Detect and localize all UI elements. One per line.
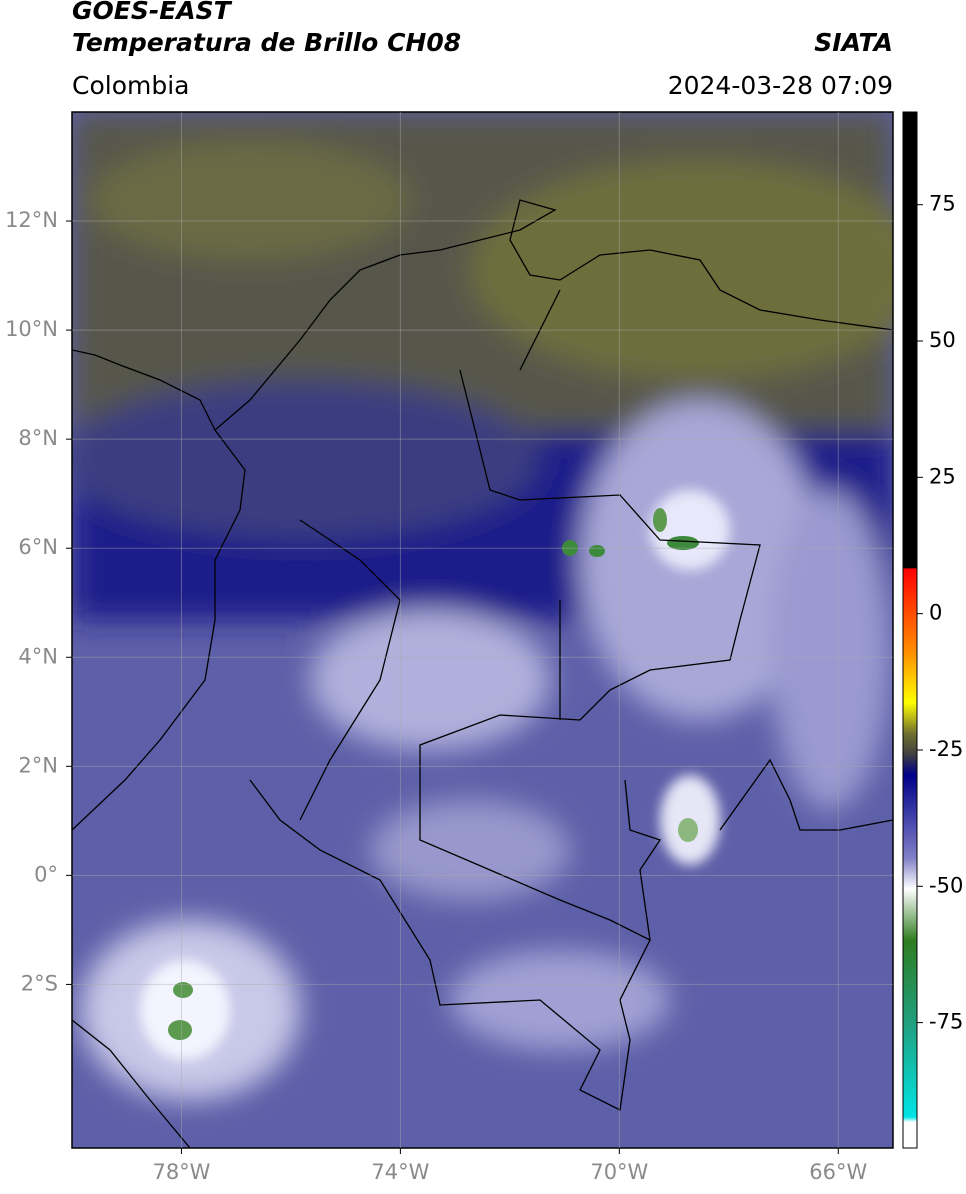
colorbar-label: -75 [929, 1010, 963, 1034]
y-tick-label: 8°N [18, 426, 58, 450]
colorbar-label: 25 [929, 464, 956, 488]
agency: SIATA [814, 28, 893, 57]
colorbar-label: 75 [929, 192, 956, 216]
colorbar-label: -25 [929, 737, 963, 761]
x-tick-label: 74°W [371, 1160, 429, 1184]
x-tick-label: 70°W [590, 1160, 648, 1184]
colorbar-label: 0 [929, 601, 942, 625]
y-tick-label: 4°N [18, 644, 58, 668]
map-frame [71, 111, 894, 1149]
y-tick-label: 12°N [5, 208, 58, 232]
y-tick-label: 2°N [18, 753, 58, 777]
satellite-image [72, 112, 893, 1148]
x-tick-label: 66°W [809, 1160, 867, 1184]
y-tick-label: 10°N [5, 317, 58, 341]
product: Temperatura de Brillo CH08 [72, 28, 461, 57]
x-tick-label: 78°W [152, 1160, 210, 1184]
y-tick-label: 2°S [21, 971, 58, 995]
y-tick-label: 6°N [18, 535, 58, 559]
colorbar-label: 50 [929, 328, 956, 352]
source: GOES-EAST [72, 0, 233, 25]
colorbar [902, 111, 918, 1149]
y-tick-label: 0° [34, 862, 58, 886]
region: Colombia [72, 71, 189, 100]
colorbar-label: -50 [929, 873, 963, 897]
datetime: 2024-03-28 07:09 [668, 71, 893, 100]
